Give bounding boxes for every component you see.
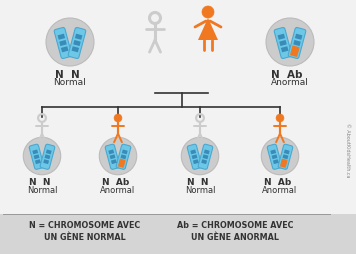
FancyBboxPatch shape <box>35 159 41 164</box>
FancyBboxPatch shape <box>34 154 40 159</box>
Text: N  Ab: N Ab <box>265 178 292 187</box>
FancyBboxPatch shape <box>283 154 288 159</box>
FancyBboxPatch shape <box>281 159 287 164</box>
FancyBboxPatch shape <box>279 40 287 46</box>
FancyBboxPatch shape <box>198 144 213 169</box>
FancyBboxPatch shape <box>272 154 277 159</box>
FancyBboxPatch shape <box>0 214 356 254</box>
Circle shape <box>46 18 94 66</box>
FancyBboxPatch shape <box>267 144 282 169</box>
FancyBboxPatch shape <box>75 34 82 40</box>
FancyBboxPatch shape <box>270 150 276 154</box>
FancyBboxPatch shape <box>280 159 288 168</box>
FancyBboxPatch shape <box>58 34 65 40</box>
FancyBboxPatch shape <box>111 159 117 164</box>
FancyBboxPatch shape <box>192 154 198 159</box>
FancyBboxPatch shape <box>201 159 207 164</box>
FancyBboxPatch shape <box>46 150 52 154</box>
FancyBboxPatch shape <box>281 46 288 52</box>
FancyBboxPatch shape <box>273 159 279 164</box>
FancyBboxPatch shape <box>43 159 49 164</box>
FancyBboxPatch shape <box>121 154 126 159</box>
Polygon shape <box>198 18 218 40</box>
Circle shape <box>261 137 299 175</box>
Text: N  N: N N <box>54 70 79 80</box>
FancyBboxPatch shape <box>187 144 202 169</box>
Text: Anormal: Anormal <box>271 78 309 87</box>
Circle shape <box>276 114 284 122</box>
Circle shape <box>23 137 61 175</box>
FancyBboxPatch shape <box>288 27 306 58</box>
FancyBboxPatch shape <box>203 154 208 159</box>
FancyBboxPatch shape <box>292 46 299 52</box>
FancyBboxPatch shape <box>278 144 293 169</box>
FancyBboxPatch shape <box>116 144 131 169</box>
FancyBboxPatch shape <box>119 159 125 164</box>
Text: Ab = CHROMOSOME AVEC
UN GÈNE ANORMAL: Ab = CHROMOSOME AVEC UN GÈNE ANORMAL <box>177 221 293 243</box>
FancyBboxPatch shape <box>73 40 81 46</box>
FancyBboxPatch shape <box>32 150 38 154</box>
FancyBboxPatch shape <box>204 150 210 154</box>
FancyBboxPatch shape <box>190 150 196 154</box>
FancyBboxPatch shape <box>278 34 285 40</box>
FancyBboxPatch shape <box>293 40 301 46</box>
FancyBboxPatch shape <box>295 34 302 40</box>
FancyBboxPatch shape <box>122 150 128 154</box>
FancyBboxPatch shape <box>59 40 67 46</box>
FancyBboxPatch shape <box>61 46 68 52</box>
Circle shape <box>202 6 214 18</box>
FancyBboxPatch shape <box>44 154 50 159</box>
Text: N  N: N N <box>187 178 209 187</box>
FancyBboxPatch shape <box>68 27 86 58</box>
FancyBboxPatch shape <box>290 45 299 57</box>
FancyBboxPatch shape <box>118 159 126 168</box>
FancyBboxPatch shape <box>40 144 55 169</box>
FancyBboxPatch shape <box>29 144 44 169</box>
FancyBboxPatch shape <box>274 27 292 58</box>
FancyBboxPatch shape <box>284 150 290 154</box>
Text: Normal: Normal <box>27 186 57 195</box>
Circle shape <box>266 18 314 66</box>
Text: Anormal: Anormal <box>262 186 298 195</box>
Circle shape <box>114 114 122 122</box>
Text: N = CHROMOSOME AVEC
UN GÈNE NORMAL: N = CHROMOSOME AVEC UN GÈNE NORMAL <box>30 221 141 243</box>
FancyBboxPatch shape <box>110 154 115 159</box>
FancyBboxPatch shape <box>108 150 114 154</box>
Circle shape <box>181 137 219 175</box>
Circle shape <box>99 137 137 175</box>
Text: Anormal: Anormal <box>100 186 136 195</box>
Text: Normal: Normal <box>185 186 215 195</box>
Text: N  N: N N <box>29 178 51 187</box>
FancyBboxPatch shape <box>54 27 72 58</box>
Text: N  Ab: N Ab <box>103 178 130 187</box>
Text: N  Ab: N Ab <box>271 70 303 80</box>
FancyBboxPatch shape <box>193 159 199 164</box>
FancyBboxPatch shape <box>72 46 79 52</box>
Text: © AboutKidsHealth.ca: © AboutKidsHealth.ca <box>346 123 351 177</box>
Text: Normal: Normal <box>54 78 87 87</box>
FancyBboxPatch shape <box>105 144 120 169</box>
